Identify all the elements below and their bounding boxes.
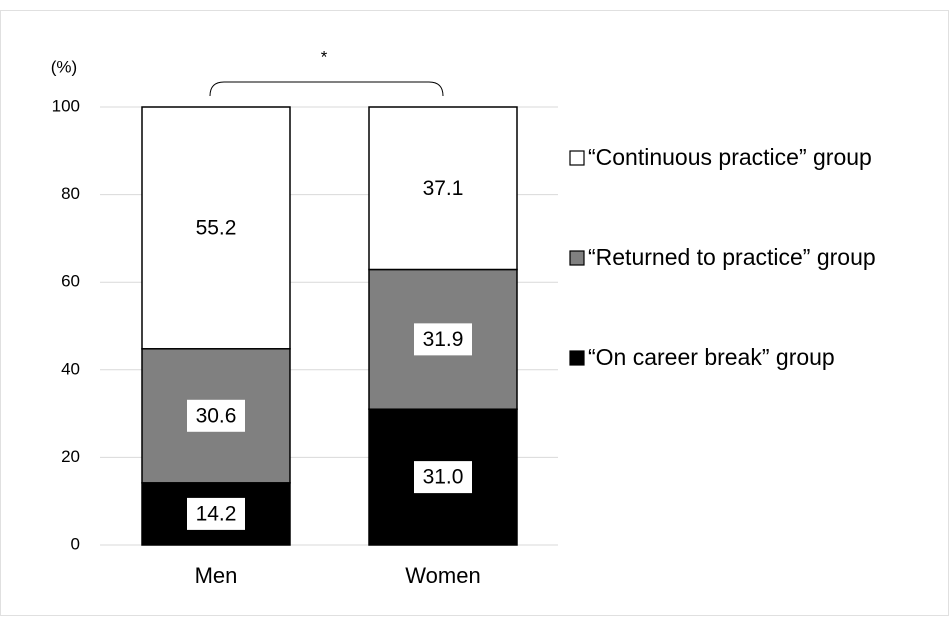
data-label: 31.0	[423, 466, 464, 489]
y-tick-label: 100	[52, 96, 80, 115]
legend-label: “Returned to practice” group	[588, 244, 876, 270]
data-label: 14.2	[196, 502, 237, 525]
y-unit-label: (%)	[51, 57, 77, 76]
x-tick-label: Women	[405, 563, 480, 588]
y-tick-label: 60	[61, 272, 80, 291]
legend-swatch	[569, 250, 585, 266]
label-background	[187, 211, 245, 244]
label-background	[187, 399, 245, 432]
label-background	[187, 497, 245, 530]
significance-mark: *	[321, 47, 328, 66]
x-tick-label: Men	[195, 563, 238, 588]
y-tick-label: 80	[61, 184, 80, 203]
legend-label: “On career break” group	[588, 344, 835, 370]
y-tick-label: 0	[71, 534, 80, 553]
data-label: 30.6	[196, 404, 237, 427]
legend-swatch	[569, 150, 585, 166]
legend-swatch	[569, 350, 585, 366]
frame	[0, 10, 949, 616]
data-label: 37.1	[423, 177, 464, 200]
legend-label: “Continuous practice” group	[588, 144, 872, 170]
y-tick-label: 40	[61, 359, 80, 378]
label-background	[414, 172, 472, 205]
label-background	[414, 323, 472, 356]
y-tick-label: 20	[61, 447, 80, 466]
label-background	[414, 461, 472, 494]
significance-bracket	[209, 81, 444, 97]
data-label: 31.9	[423, 328, 464, 351]
data-label: 55.2	[196, 216, 237, 239]
